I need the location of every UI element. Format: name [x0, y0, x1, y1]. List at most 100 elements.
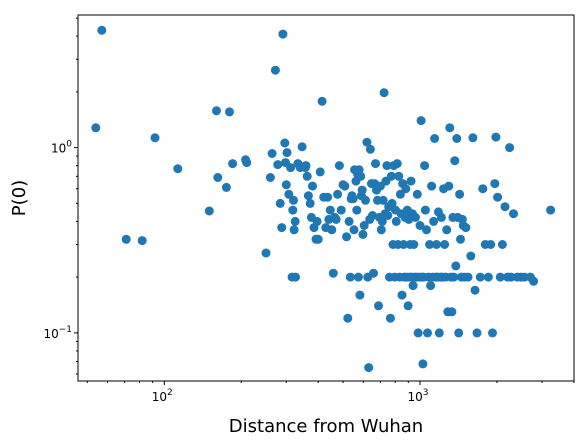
data-point — [546, 205, 556, 215]
data-point — [466, 251, 476, 261]
data-point — [275, 198, 285, 208]
data-point — [301, 161, 311, 171]
data-point — [221, 182, 231, 192]
x-tick-label: 103 — [408, 388, 429, 404]
data-point — [267, 149, 277, 158]
data-point — [361, 195, 370, 205]
data-point — [173, 164, 183, 174]
data-point — [317, 96, 327, 106]
data-point — [450, 156, 460, 166]
data-point — [336, 205, 346, 215]
data-point — [288, 205, 298, 215]
data-point — [290, 216, 300, 226]
data-point — [376, 225, 386, 235]
data-point — [445, 123, 455, 133]
data-point — [379, 88, 389, 98]
data-point — [529, 276, 539, 286]
data-point — [365, 144, 375, 154]
data-point — [413, 328, 423, 338]
data-point — [358, 229, 368, 239]
data-point — [327, 225, 337, 235]
y-axis-label: P(0) — [9, 180, 30, 216]
data-point — [495, 272, 505, 282]
data-point — [490, 179, 500, 189]
data-point — [378, 195, 388, 205]
data-point — [392, 159, 402, 169]
data-point — [423, 328, 432, 338]
data-point — [281, 180, 291, 190]
data-point — [386, 171, 396, 181]
data-point — [261, 248, 271, 258]
data-point — [461, 223, 471, 233]
data-point — [401, 184, 411, 194]
data-point — [297, 142, 307, 152]
data-point — [420, 161, 430, 171]
data-point — [352, 205, 362, 215]
data-point — [362, 137, 372, 147]
data-point — [394, 171, 404, 181]
data-point — [442, 225, 452, 235]
data-point — [463, 272, 473, 282]
data-point — [422, 225, 431, 235]
data-point — [452, 134, 462, 143]
data-point — [333, 189, 343, 199]
data-point — [406, 176, 416, 186]
data-point — [403, 301, 413, 311]
data-point — [212, 106, 221, 116]
data-point — [277, 223, 287, 233]
data-point — [137, 236, 147, 246]
data-point — [353, 272, 363, 282]
data-point — [420, 205, 430, 215]
plot-frame — [77, 14, 575, 382]
data-point — [409, 240, 419, 249]
data-point — [357, 185, 367, 195]
data-point — [97, 25, 107, 35]
data-point — [289, 195, 298, 205]
data-point — [348, 194, 358, 204]
data-point — [399, 240, 408, 249]
data-point — [486, 240, 496, 249]
data-point — [451, 261, 461, 271]
data-point — [225, 107, 234, 117]
data-point — [470, 285, 480, 295]
data-point — [506, 272, 516, 282]
data-point — [449, 272, 459, 282]
x-axis-label: Distance from Wuhan — [229, 416, 423, 437]
data-point — [483, 272, 493, 282]
data-point — [456, 234, 465, 244]
data-point — [312, 216, 322, 226]
data-point — [291, 272, 300, 282]
data-point — [289, 225, 299, 235]
data-point — [440, 240, 450, 249]
data-point — [270, 65, 280, 75]
y-tick-label: 10−1 — [43, 325, 72, 341]
data-point — [377, 216, 387, 226]
data-point — [328, 268, 338, 278]
data-point — [472, 328, 482, 338]
data-point — [416, 116, 426, 126]
data-point — [415, 221, 425, 230]
data-point — [280, 138, 290, 148]
data-point — [454, 328, 464, 338]
data-point — [349, 225, 359, 235]
data-point — [204, 206, 214, 216]
data-point — [315, 167, 325, 177]
data-point — [475, 272, 485, 282]
data-points-layer — [91, 25, 556, 373]
data-point — [444, 181, 454, 191]
data-point — [303, 191, 313, 201]
data-point — [426, 281, 436, 291]
data-point — [397, 290, 407, 300]
y-tick-label: 100 — [51, 140, 72, 156]
data-point — [497, 240, 507, 249]
data-point — [427, 181, 437, 191]
data-point — [345, 272, 355, 282]
data-point — [242, 158, 252, 168]
data-point — [273, 160, 283, 170]
data-point — [343, 313, 353, 323]
data-point — [429, 216, 439, 226]
data-point — [491, 132, 501, 142]
data-point — [265, 173, 275, 182]
data-point — [374, 301, 383, 311]
data-point — [432, 240, 441, 249]
